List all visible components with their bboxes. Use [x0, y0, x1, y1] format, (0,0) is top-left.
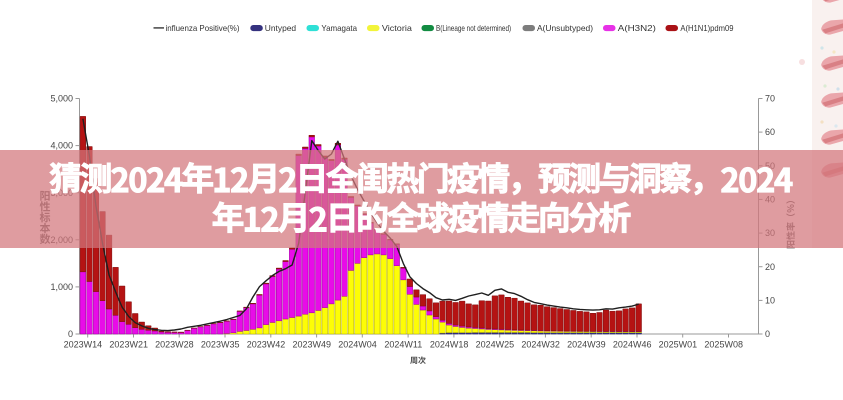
- svg-text:A(Unsubtyped): A(Unsubtyped): [537, 24, 593, 33]
- svg-text:2024W25: 2024W25: [476, 340, 515, 350]
- svg-text:influenza Positive(%): influenza Positive(%): [166, 24, 240, 33]
- svg-text:2023W28: 2023W28: [155, 340, 194, 350]
- svg-text:70: 70: [765, 94, 775, 104]
- svg-text:2023W21: 2023W21: [109, 340, 148, 350]
- svg-text:5,000: 5,000: [50, 94, 73, 104]
- svg-text:0: 0: [68, 329, 73, 339]
- svg-text:2024W11: 2024W11: [384, 340, 422, 350]
- svg-text:4,000: 4,000: [50, 141, 73, 151]
- svg-text:20: 20: [765, 262, 775, 272]
- svg-text:2025W08: 2025W08: [704, 340, 743, 350]
- svg-text:Untyped: Untyped: [265, 24, 297, 33]
- svg-text:2024W46: 2024W46: [613, 340, 652, 350]
- svg-text:60: 60: [765, 127, 775, 137]
- svg-text:Yamagata: Yamagata: [321, 24, 357, 33]
- svg-text:2024W04: 2024W04: [338, 340, 377, 350]
- svg-text:A(H1N1)pdm09: A(H1N1)pdm09: [680, 24, 734, 33]
- svg-text:2023W42: 2023W42: [247, 340, 286, 350]
- svg-text:A(H3N2): A(H3N2): [618, 24, 656, 33]
- svg-text:2023W49: 2023W49: [293, 340, 332, 350]
- svg-text:2024W39: 2024W39: [567, 340, 606, 350]
- svg-text:Victoria: Victoria: [382, 24, 412, 33]
- svg-text:2023W35: 2023W35: [201, 340, 240, 350]
- svg-text:2024W32: 2024W32: [521, 340, 560, 350]
- svg-text:0: 0: [765, 329, 770, 339]
- svg-text:2024W18: 2024W18: [430, 340, 469, 350]
- svg-text:2025W01: 2025W01: [659, 340, 698, 350]
- svg-text:1,000: 1,000: [50, 282, 73, 292]
- svg-text:2023W14: 2023W14: [64, 340, 103, 350]
- svg-text:10: 10: [765, 296, 775, 306]
- svg-text:B(Lineage not determined): B(Lineage not determined): [436, 24, 511, 33]
